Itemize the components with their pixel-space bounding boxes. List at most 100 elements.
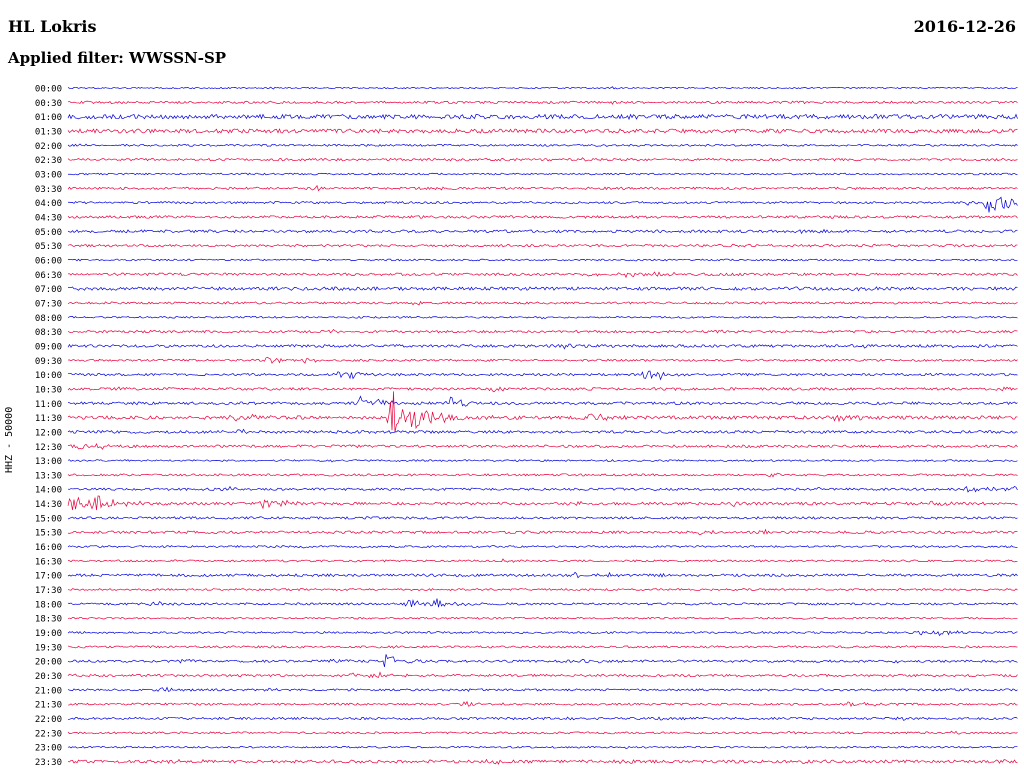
trace-21:00 [67,686,1018,692]
trace-07:30 [67,300,1018,306]
trace-09:30 [67,356,1018,364]
trace-00:00 [67,86,1018,90]
trace-15:30 [67,528,1018,536]
trace-22:00 [67,716,1018,721]
station-title: HL Lokris [8,17,97,36]
time-label: 00:00 [35,85,62,95]
applied-filter-label: Applied filter: WWSSN-SP [8,49,227,67]
trace-20:30 [67,671,1018,679]
time-label: 08:30 [35,328,62,338]
trace-09:00 [67,343,1018,350]
trace-17:30 [67,588,1018,592]
time-label: 23:30 [35,758,62,768]
time-label: 19:00 [35,629,62,639]
trace-02:30 [67,157,1018,162]
trace-06:00 [67,258,1018,262]
time-label: 16:00 [35,543,62,553]
trace-13:00 [67,459,1018,463]
trace-10:00 [67,370,1018,381]
time-label: 14:00 [35,486,62,496]
time-label: 11:30 [35,414,62,424]
time-label: 22:00 [35,715,62,725]
time-label: 18:00 [35,600,62,610]
trace-18:30 [67,616,1018,620]
time-label: 07:30 [35,299,62,309]
trace-11:30 [67,391,1018,433]
time-label: 10:00 [35,371,62,381]
time-label: 21:00 [35,686,62,696]
trace-16:00 [67,545,1018,549]
time-label: 20:30 [35,672,62,682]
time-label: 04:30 [35,214,62,224]
trace-18:00 [67,598,1018,608]
trace-03:30 [67,184,1018,192]
trace-08:30 [67,329,1018,334]
time-label: 06:30 [35,271,62,281]
trace-14:30 [67,495,1018,511]
time-label: 07:00 [35,285,62,295]
trace-14:00 [67,485,1018,493]
trace-12:30 [67,442,1018,450]
time-label: 13:30 [35,471,62,481]
time-label: 05:00 [35,228,62,238]
time-label: 13:00 [35,457,62,467]
time-label: 12:30 [35,443,62,453]
trace-06:30 [67,271,1018,279]
time-label: 08:00 [35,314,62,324]
trace-23:30 [67,758,1018,765]
time-label: 22:30 [35,729,62,739]
time-label: 15:00 [35,514,62,524]
time-label: 03:30 [35,185,62,195]
time-label: 10:30 [35,385,62,395]
time-label: 19:30 [35,643,62,653]
trace-01:30 [67,128,1018,134]
time-label: 09:00 [35,342,62,352]
trace-03:00 [67,172,1018,176]
trace-19:30 [67,645,1018,649]
time-label: 05:30 [35,242,62,252]
time-label: 20:00 [35,658,62,668]
time-label: 11:00 [35,400,62,410]
time-label: 12:00 [35,428,62,438]
time-label: 17:30 [35,586,62,596]
trace-05:30 [67,243,1018,248]
time-label: 00:30 [35,99,62,109]
record-date: 2016-12-26 [913,17,1016,36]
trace-11:00 [67,395,1018,407]
trace-05:00 [67,228,1018,235]
time-label: 21:30 [35,701,62,711]
trace-04:30 [67,214,1018,219]
time-label: 06:00 [35,257,62,267]
trace-20:00 [67,654,1018,668]
time-label: 17:00 [35,572,62,582]
trace-23:00 [67,745,1018,749]
trace-15:00 [67,516,1018,520]
time-label: 23:00 [35,744,62,754]
trace-13:30 [67,472,1018,478]
time-label: 01:30 [35,128,62,138]
time-label: 14:30 [35,500,62,510]
trace-10:30 [67,386,1018,393]
trace-02:00 [67,143,1018,147]
trace-17:00 [67,571,1018,579]
trace-08:00 [67,315,1018,320]
trace-01:00 [67,113,1018,121]
trace-16:30 [67,558,1018,563]
time-label: 02:30 [35,156,62,166]
time-label: 16:30 [35,557,62,567]
trace-12:00 [67,428,1018,434]
time-label: 04:00 [35,199,62,209]
time-label: 18:30 [35,615,62,625]
time-label: 02:00 [35,142,62,152]
time-label: 15:30 [35,529,62,539]
time-label: 01:00 [35,113,62,123]
trace-21:30 [67,700,1018,708]
trace-07:00 [67,286,1018,292]
trace-04:00 [68,196,1018,213]
trace-19:00 [67,630,1018,637]
time-label: 03:00 [35,171,62,181]
trace-22:30 [67,730,1018,735]
trace-00:30 [67,100,1018,105]
